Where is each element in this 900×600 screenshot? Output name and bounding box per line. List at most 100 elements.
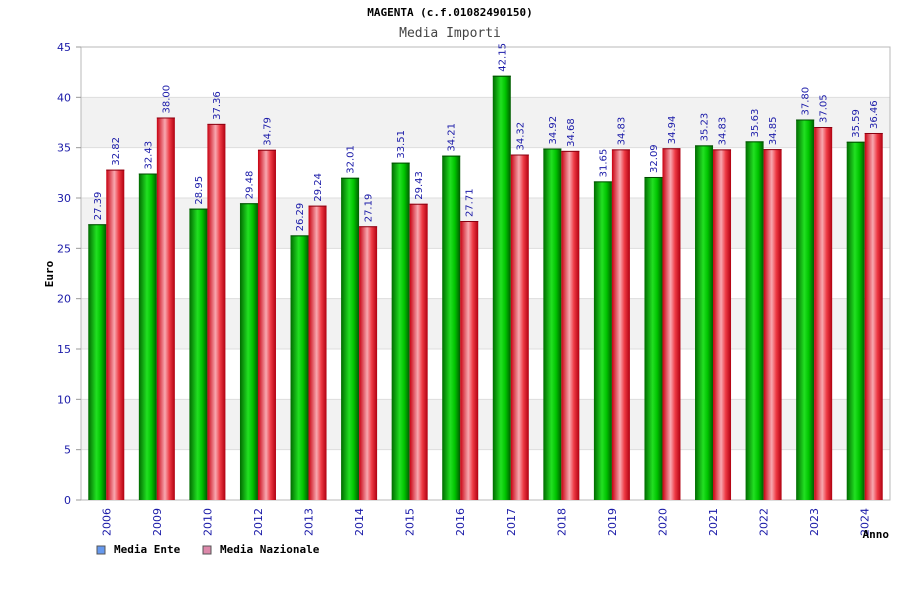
- y-axis-ticks: 0 5 10 15 20 25 30 35 40 45: [57, 41, 81, 507]
- value-label: 29.48: [244, 171, 255, 200]
- x-axis-label: Anno: [863, 528, 890, 541]
- value-label: 37.80: [801, 87, 812, 116]
- value-label: 32.43: [143, 141, 154, 170]
- value-label: 32.01: [346, 145, 357, 174]
- x-tick-label-2017: 2017: [505, 508, 518, 536]
- bar-media-ente-2010: [189, 208, 208, 500]
- value-label: 35.59: [851, 109, 862, 138]
- bar-media-nazionale-2013: [308, 205, 327, 500]
- x-tick-label-2013: 2013: [303, 508, 316, 536]
- y-tick-label: 0: [64, 494, 71, 507]
- legend-swatch-media-nazionale: [202, 545, 212, 555]
- y-tick-label: 25: [57, 242, 71, 255]
- bar-media-ente-2022: [745, 141, 764, 501]
- value-label: 32.09: [649, 144, 660, 173]
- plot-frame: [80, 46, 891, 501]
- y-tick-label: 10: [57, 393, 71, 406]
- value-label: 29.24: [313, 173, 324, 202]
- bar-media-ente-2019: [593, 181, 612, 500]
- value-label: 34.21: [447, 123, 458, 152]
- bar-media-nazionale-2012: [257, 149, 276, 500]
- legend-label-media-ente: Media Ente: [114, 543, 181, 556]
- legend-label-media-nazionale: Media Nazionale: [220, 543, 320, 556]
- value-label: 26.29: [295, 203, 306, 232]
- value-label: 35.23: [700, 113, 711, 142]
- value-label: 35.63: [750, 109, 761, 138]
- bar-media-ente-2020: [644, 176, 663, 500]
- bar-media-nazionale-2016: [460, 221, 479, 500]
- bar-media-nazionale-2023: [814, 127, 833, 500]
- value-label: 36.46: [869, 100, 880, 129]
- value-label: 34.85: [768, 117, 779, 146]
- bar-media-ente-2006: [88, 224, 107, 501]
- bar-media-ente-2018: [543, 148, 562, 501]
- value-label: 34.83: [718, 117, 729, 146]
- value-label: 34.79: [262, 117, 273, 146]
- x-tick-label-2016: 2016: [454, 508, 467, 536]
- x-tick-label-2020: 2020: [656, 508, 669, 536]
- bar-media-nazionale-2010: [207, 123, 226, 500]
- y-tick-label: 5: [64, 444, 71, 457]
- bar-media-nazionale-2018: [561, 150, 580, 500]
- value-label: 27.19: [364, 194, 375, 223]
- value-label: 33.51: [396, 130, 407, 159]
- value-label: 29.43: [414, 171, 425, 200]
- x-tick-label-2019: 2019: [606, 508, 619, 536]
- value-label: 34.83: [616, 117, 627, 146]
- y-tick-label: 35: [57, 142, 71, 155]
- value-label: 37.36: [212, 91, 223, 120]
- x-tick-label-2021: 2021: [707, 508, 720, 536]
- bar-media-ente-2021: [695, 145, 714, 501]
- x-axis-ticks: 2006 2009 2010 2012 2013 2014 2015 2016 2017 2018…: [100, 508, 871, 536]
- y-tick-label: 15: [57, 343, 71, 356]
- bar-media-ente-2015: [391, 162, 410, 500]
- bar-media-ente-2024: [846, 141, 865, 500]
- x-tick-label-2015: 2015: [404, 508, 417, 536]
- bar-media-nazionale-2019: [611, 149, 630, 501]
- value-label: 32.82: [111, 137, 122, 166]
- bar-media-ente-2014: [341, 177, 360, 501]
- value-label: 34.94: [667, 116, 678, 145]
- bar-media-nazionale-2015: [409, 203, 428, 500]
- bar-media-nazionale-2021: [713, 149, 732, 501]
- bar-media-ente-2017: [492, 75, 511, 500]
- value-label: 34.68: [566, 118, 577, 147]
- x-tick-label-2022: 2022: [758, 508, 771, 536]
- value-label: 42.15: [497, 43, 508, 72]
- value-label: 31.65: [598, 149, 609, 178]
- bar-media-ente-2016: [442, 155, 461, 501]
- value-label: 34.32: [515, 122, 526, 151]
- value-label: 28.95: [194, 176, 205, 205]
- bars: [88, 75, 883, 501]
- value-label: 27.71: [465, 188, 476, 217]
- bar-media-nazionale-2020: [662, 148, 681, 500]
- x-tick-label-2010: 2010: [201, 508, 214, 536]
- bar-media-ente-2012: [239, 203, 258, 500]
- x-tick-label-2006: 2006: [100, 508, 113, 536]
- x-tick-label-2012: 2012: [252, 508, 265, 536]
- bar-media-nazionale-2024: [864, 132, 883, 500]
- value-label: 27.39: [93, 192, 104, 221]
- value-label: 38.00: [161, 85, 172, 114]
- y-tick-label: 30: [57, 192, 71, 205]
- value-label: 34.92: [548, 116, 559, 145]
- bar-media-nazionale-2017: [510, 154, 529, 500]
- bar-media-nazionale-2014: [359, 226, 378, 500]
- x-tick-label-2023: 2023: [808, 508, 821, 536]
- y-tick-label: 20: [57, 293, 71, 306]
- bar-media-ente-2023: [796, 119, 815, 500]
- bar-media-nazionale-2006: [106, 169, 125, 500]
- x-tick-label-2024: 2024: [859, 508, 872, 536]
- chart-subtitle: Media Importi: [399, 26, 501, 41]
- chart-title: MAGENTA (c.f.01082490150): [367, 6, 533, 19]
- y-tick-label: 45: [57, 41, 71, 54]
- bar-media-ente-2013: [290, 235, 309, 500]
- legend-swatch-media-ente: [96, 545, 106, 555]
- bar-media-ente-2009: [138, 173, 157, 500]
- x-tick-label-2009: 2009: [151, 508, 164, 536]
- x-tick-label-2018: 2018: [555, 508, 568, 536]
- bar-media-nazionale-2022: [763, 149, 782, 500]
- y-tick-label: 40: [57, 91, 71, 104]
- y-axis-label: Euro: [43, 260, 56, 287]
